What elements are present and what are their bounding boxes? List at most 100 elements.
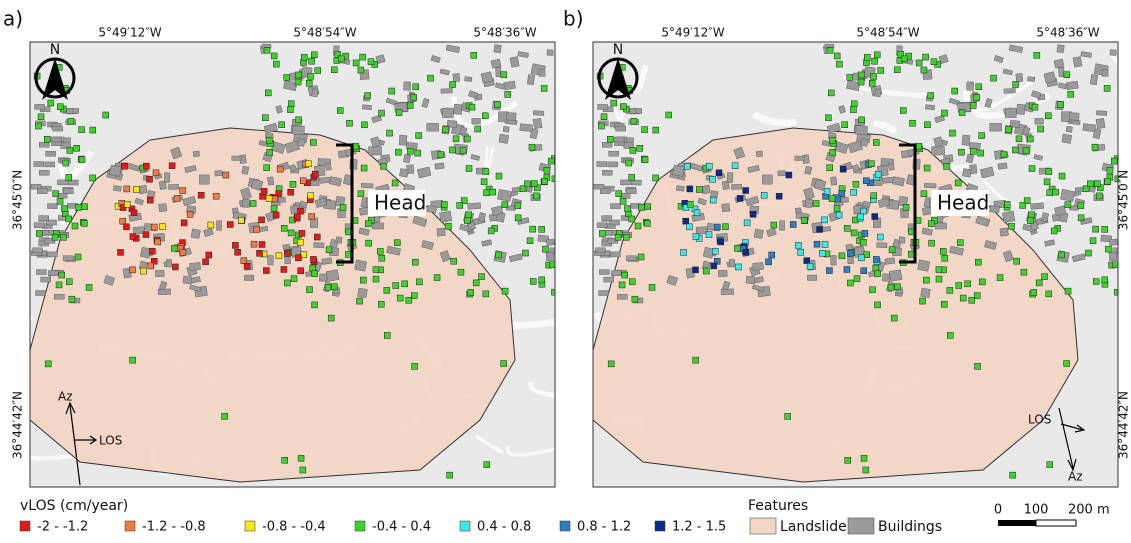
building [314,243,324,248]
ps-point [858,255,864,261]
ps-point [970,148,976,154]
ps-point [632,296,638,302]
ps-point [172,264,178,270]
ps-point [601,114,607,120]
ps-point [870,73,876,79]
building [45,162,55,167]
building [113,186,121,192]
ps-point [279,122,285,128]
ps-point [979,279,985,285]
ps-point [947,332,953,338]
ps-point [851,101,857,107]
building [322,258,332,265]
ps-point [466,166,472,172]
building [596,248,606,253]
ps-point [929,240,935,246]
building [626,189,636,194]
ps-point [451,258,457,264]
building [36,270,46,275]
ps-point [827,165,833,171]
building [806,199,813,207]
ps-point [835,196,841,202]
building [191,229,200,239]
ps-point [353,143,359,149]
map-panel: a)5°49′12″W5°48′54″W5°48′36″W36°45′0″N36… [3,7,598,493]
ps-point [264,165,270,171]
ps-point [402,281,408,287]
building [293,126,305,135]
ps-point [1044,179,1050,185]
ps-point [290,181,296,187]
building [888,163,894,171]
building [361,183,373,188]
ps-point [827,47,833,53]
ps-point [529,144,535,150]
ps-point [804,258,810,264]
building [1004,88,1016,93]
ps-point [860,208,866,214]
building [795,156,805,160]
ps-point [180,188,186,194]
ps-point [1111,158,1117,164]
ps-point [847,251,853,257]
los-label: LOS [1028,413,1051,427]
building [33,248,43,253]
building [481,72,493,83]
ps-point [276,253,282,259]
building [1109,239,1117,246]
ps-point [312,271,318,277]
ps-point [542,178,548,184]
ps-point [766,259,772,265]
ps-point [858,72,864,78]
ps-point [495,102,501,108]
ps-point [260,487,266,493]
feature-label: Landslide [780,519,847,535]
head-label: Head [374,191,426,215]
building [435,163,444,170]
ps-point [863,467,869,473]
building [520,124,533,132]
building [399,135,407,145]
scale-black [998,520,1036,526]
scale-label: 200 m [1068,503,1110,518]
ps-point [338,56,344,62]
legend-label: 0.8 - 1.2 [577,520,631,535]
building [600,189,610,194]
building [598,104,608,109]
ps-point [956,283,962,289]
building [285,256,291,264]
ps-point [869,80,875,86]
building [611,271,621,276]
building [215,170,223,176]
building [931,146,944,155]
ps-point [103,112,109,118]
building [631,180,641,185]
ps-point [626,160,632,166]
ps-point [1102,277,1108,283]
ps-point [976,84,982,90]
ps-point [406,297,412,303]
ps-point [711,263,717,269]
ps-point [795,242,801,248]
ps-point [411,94,417,100]
ps-point [683,218,689,224]
ps-point [1085,250,1091,256]
building [399,169,408,178]
building [336,237,342,243]
ps-point [975,363,981,369]
building [990,123,1002,131]
building [442,108,453,118]
ps-point [38,114,44,120]
ps-point [284,74,290,80]
ps-point [57,198,63,204]
ps-point [1064,72,1070,78]
ps-point [67,147,73,153]
building [882,274,890,282]
ps-point [358,191,364,197]
ps-point [346,120,352,126]
ps-point [267,149,273,155]
building [604,277,614,282]
ps-point [428,75,434,81]
ps-point [908,251,914,257]
building [1005,108,1016,118]
